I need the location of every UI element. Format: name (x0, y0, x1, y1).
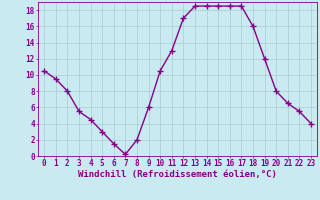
X-axis label: Windchill (Refroidissement éolien,°C): Windchill (Refroidissement éolien,°C) (78, 170, 277, 179)
